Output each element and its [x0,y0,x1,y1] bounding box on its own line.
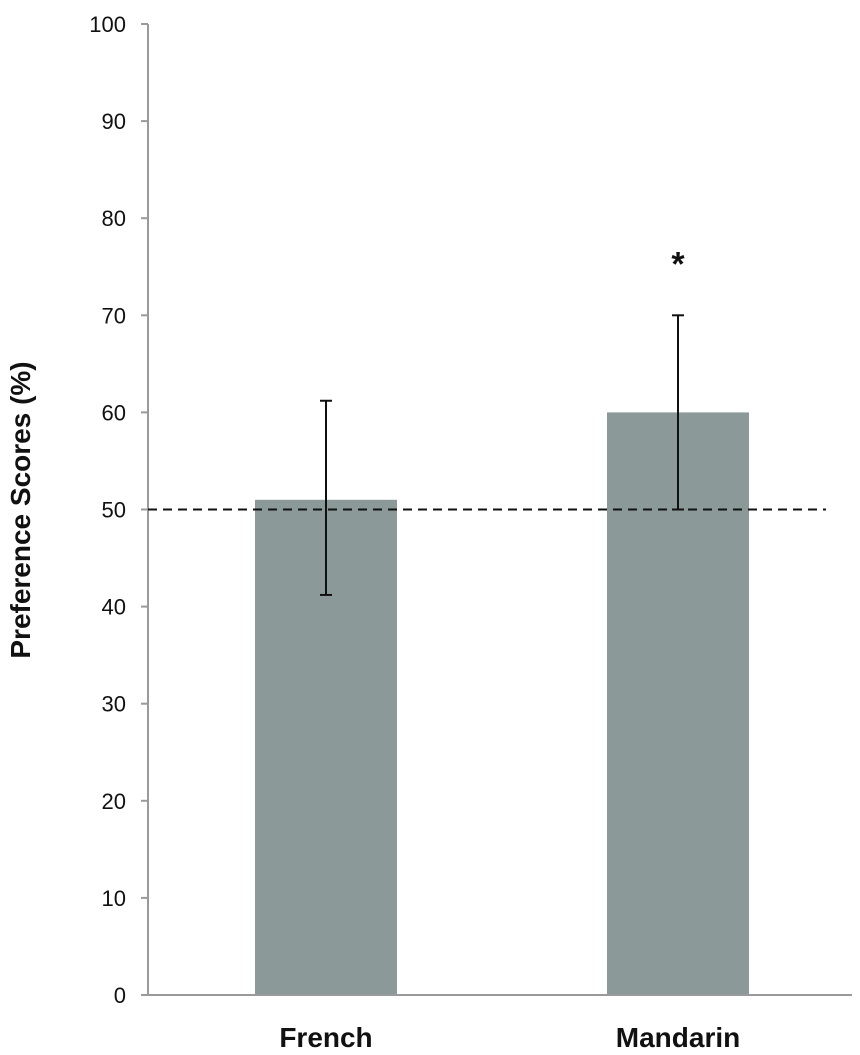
y-tick-label: 90 [102,109,126,134]
y-tick-label: 0 [114,983,126,1008]
y-tick-label: 40 [102,595,126,620]
y-axis-title: Preference Scores (%) [5,361,36,658]
y-tick-label: 80 [102,206,126,231]
annotations: * [671,245,685,283]
x-axis-category-labels: French Mandarin [279,1022,740,1053]
y-tick-label: 20 [102,789,126,814]
category-label-french: French [279,1022,372,1053]
y-tick-label: 60 [102,400,126,425]
y-tick-label: 70 [102,303,126,328]
category-label-mandarin: Mandarin [616,1022,740,1053]
y-tick-label: 10 [102,886,126,911]
y-axis-ticks: 0 10 20 30 40 50 60 70 80 90 100 [89,12,148,1008]
y-tick-label: 50 [102,498,126,523]
bars [255,412,749,995]
y-tick-label: 30 [102,692,126,717]
y-tick-label: 100 [89,12,126,37]
significance-marker: * [671,245,685,283]
